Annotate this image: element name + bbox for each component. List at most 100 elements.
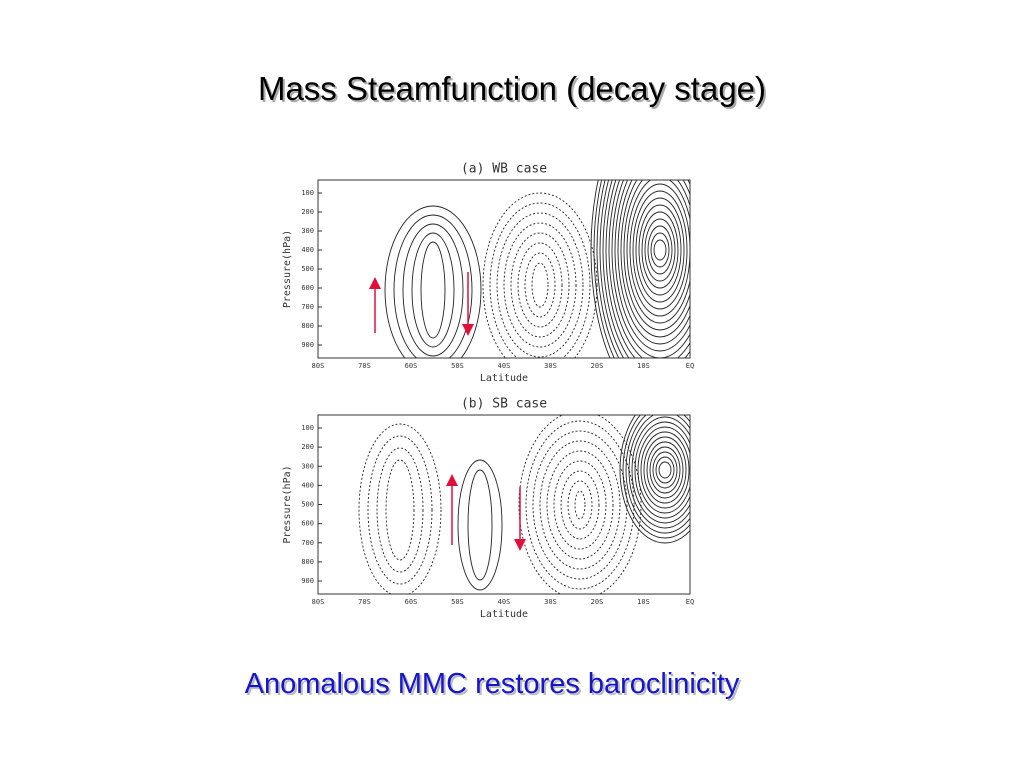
y-tick-label: 600: [301, 284, 314, 292]
x-tick-label: 10S: [637, 598, 650, 606]
contour: [614, 180, 690, 352]
contour: [658, 461, 672, 479]
contour: [539, 440, 621, 570]
x-tick-label: 60S: [405, 598, 418, 606]
contour: [367, 435, 433, 585]
contour: [553, 460, 607, 550]
contour: [567, 480, 593, 530]
x-tick-label: 20S: [591, 362, 604, 370]
contour: [482, 192, 598, 358]
contour: [402, 223, 464, 357]
contour: [632, 190, 688, 310]
x-tick-label: 80S: [312, 598, 325, 606]
slide-title: Mass Steamfunction (decay stage): [257, 70, 767, 107]
y-tick-label: 500: [301, 265, 314, 273]
contour: [602, 180, 630, 358]
contour: [489, 202, 591, 358]
contour: [655, 456, 675, 484]
contours: [384, 180, 690, 358]
x-tick-label: 80S: [312, 362, 325, 370]
y-tick-label: 800: [301, 322, 314, 330]
contour: [644, 218, 676, 282]
x-tick-label: 40S: [498, 362, 511, 370]
contour: [574, 490, 586, 520]
contour: [605, 180, 690, 358]
contour: [525, 420, 635, 590]
contour: [643, 436, 687, 504]
y-tick-label: 800: [301, 558, 314, 566]
x-tick-label: 50S: [451, 598, 464, 606]
contour: [531, 262, 549, 308]
contour: [517, 242, 563, 328]
y-tick-label: 600: [301, 520, 314, 528]
x-tick-label: 20S: [591, 598, 604, 606]
y-tick-label: 700: [301, 303, 314, 311]
x-tick-label: 30S: [544, 598, 557, 606]
contour: [623, 180, 690, 331]
contour: [626, 180, 690, 324]
panel-title: (b) SB case: [461, 397, 547, 412]
contour: [611, 180, 690, 358]
y-tick-label: 300: [301, 462, 314, 470]
x-tick-label: 10S: [637, 362, 650, 370]
contour: [631, 416, 690, 524]
contour: [524, 252, 556, 318]
contour: [467, 469, 493, 581]
contour: [635, 197, 685, 303]
contour: [649, 446, 681, 494]
y-tick-label: 300: [301, 227, 314, 235]
contour: [625, 415, 690, 534]
contour: [411, 232, 455, 348]
contour: [641, 211, 679, 289]
y-tick-label: 900: [301, 577, 314, 585]
x-tick-label: 30S: [544, 362, 557, 370]
contour: [420, 241, 446, 339]
contour: [593, 180, 615, 358]
contours: [358, 415, 690, 594]
contour: [652, 451, 678, 489]
contour: [617, 180, 690, 345]
y-tick-label: 900: [301, 341, 314, 349]
x-tick-label: EQ: [686, 362, 694, 370]
y-tick-label: 100: [301, 424, 314, 432]
y-axis-label: Pressure(hPa): [282, 465, 293, 543]
y-tick-label: 400: [301, 481, 314, 489]
x-tick-label: 40S: [498, 598, 511, 606]
contour: [510, 232, 570, 338]
x-tick-label: 70S: [358, 598, 371, 606]
contour: [653, 239, 667, 261]
contour: [358, 423, 442, 594]
contour: [650, 232, 670, 268]
contour: [503, 222, 577, 348]
contour: [384, 205, 482, 358]
y-axis-label: Pressure(hPa): [282, 230, 293, 308]
contour: [619, 415, 690, 544]
contour: [532, 430, 628, 580]
contour: [590, 180, 611, 358]
contour: [638, 204, 682, 296]
y-tick-label: 200: [301, 443, 314, 451]
x-tick-label: 50S: [451, 362, 464, 370]
x-tick-label: EQ: [686, 598, 694, 606]
y-tick-label: 500: [301, 501, 314, 509]
contour: [518, 415, 642, 594]
panel-title: (a) WB case: [461, 162, 547, 177]
contour: [393, 214, 473, 358]
contour: [376, 447, 424, 573]
x-axis-label: Latitude: [480, 609, 528, 620]
contour: [634, 421, 690, 519]
contour: [637, 426, 690, 514]
contour: [560, 470, 600, 540]
contour: [647, 225, 673, 275]
contour: [640, 431, 690, 509]
contour: [608, 180, 690, 358]
contour: [622, 415, 690, 539]
contour: [646, 441, 684, 499]
contour: [620, 180, 690, 338]
contour: [599, 180, 625, 358]
x-tick-label: 60S: [405, 362, 418, 370]
x-axis-label: Latitude: [480, 373, 528, 384]
contour: [629, 183, 690, 317]
